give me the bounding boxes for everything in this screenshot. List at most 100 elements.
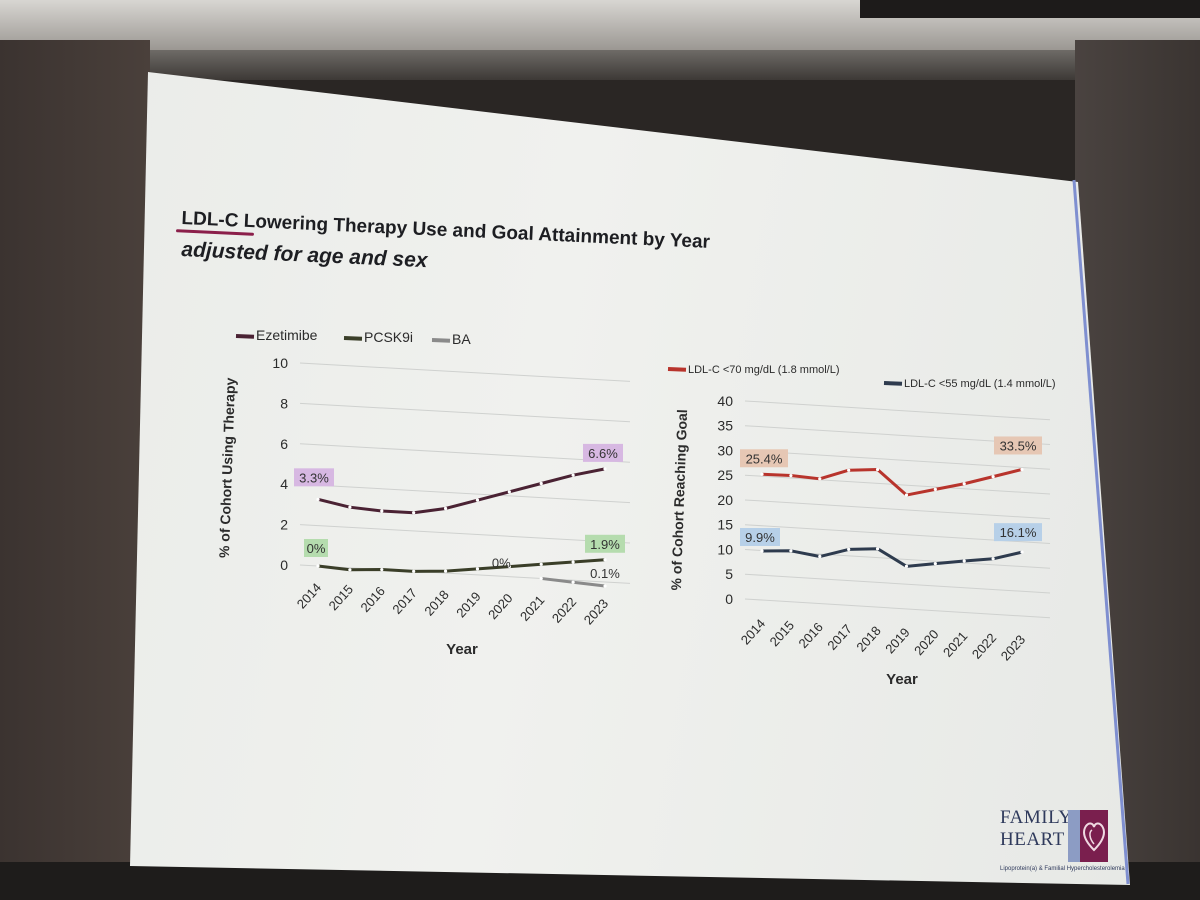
gridline xyxy=(299,443,631,463)
data-point xyxy=(603,467,607,471)
data-label: 1.9% xyxy=(590,537,620,552)
data-point xyxy=(571,473,575,477)
data-point xyxy=(348,505,352,509)
legend-swatch xyxy=(235,334,255,339)
data-label-box xyxy=(740,527,780,546)
logo-text-heart: HEART xyxy=(1000,829,1065,850)
y-tick-label: 25 xyxy=(717,467,733,483)
series-line-ldl-c-70-mg-dl-1-8-mmol-l- xyxy=(761,468,1023,497)
x-tick-label: 2014 xyxy=(738,616,768,648)
data-label-box xyxy=(583,443,623,462)
data-point xyxy=(412,511,416,515)
data-label-box xyxy=(585,534,625,553)
data-point xyxy=(933,487,937,491)
data-point xyxy=(443,569,448,573)
data-point xyxy=(571,560,575,564)
y-tick-label: 10 xyxy=(717,541,733,557)
series-line-pcsk9i xyxy=(317,558,606,573)
y-tick-label: 15 xyxy=(717,517,733,533)
x-tick-label: 2022 xyxy=(969,630,999,662)
y-tick-label: 0 xyxy=(280,557,288,573)
y-tick-label: 8 xyxy=(280,395,288,411)
screen-top-band xyxy=(140,50,1200,80)
series-line-ldl-c-55-mg-dl-1-4-mmol-l- xyxy=(761,547,1023,568)
legend-swatch xyxy=(667,367,687,372)
x-tick-label: 2017 xyxy=(824,621,854,653)
y-tick-label: 30 xyxy=(717,442,733,458)
data-point xyxy=(933,562,937,566)
data-label: 3.3% xyxy=(299,470,329,485)
data-point xyxy=(962,482,966,486)
y-tick-label: 40 xyxy=(717,393,733,409)
heart-icon xyxy=(1080,810,1108,862)
logo-band xyxy=(1068,810,1080,862)
y-tick-label: 10 xyxy=(272,355,288,371)
data-point xyxy=(1020,467,1024,472)
legend-label: LDL-C <55 mg/dL (1.4 mmol/L) xyxy=(904,378,1056,390)
x-tick-label: 2015 xyxy=(767,618,797,650)
data-point xyxy=(507,490,511,494)
x-tick-label: 2018 xyxy=(853,623,883,655)
data-label: 0% xyxy=(492,556,511,571)
data-point xyxy=(475,498,480,502)
x-tick-label: 2021 xyxy=(940,628,970,660)
data-point xyxy=(380,509,384,513)
data-label: 33.5% xyxy=(1000,438,1037,453)
data-point xyxy=(904,493,909,497)
y-tick-label: 0 xyxy=(725,591,733,607)
data-point xyxy=(539,481,543,486)
y-tick-label: 4 xyxy=(280,476,288,492)
data-point xyxy=(507,564,511,569)
data-point xyxy=(412,569,416,573)
legend-swatch xyxy=(431,338,451,343)
data-label-box xyxy=(740,449,788,468)
gridline xyxy=(299,402,631,423)
legend-swatch xyxy=(343,336,363,341)
logo-text-family: FAMILY xyxy=(1000,807,1073,828)
data-label: 6.6% xyxy=(588,446,618,461)
gridline xyxy=(744,598,1051,619)
data-point xyxy=(904,564,909,568)
x-axis-title: Year xyxy=(886,671,918,688)
data-label: 9.9% xyxy=(745,530,775,545)
data-point xyxy=(571,580,575,584)
legend-label: BA xyxy=(452,331,471,347)
legend-swatch xyxy=(883,381,903,386)
data-label: 16.1% xyxy=(1000,525,1037,540)
gridline xyxy=(744,474,1051,495)
gridline xyxy=(299,362,631,382)
data-point xyxy=(380,567,384,572)
data-point xyxy=(991,557,995,561)
data-point xyxy=(1020,550,1024,554)
data-label-box xyxy=(994,436,1042,455)
data-label: 0% xyxy=(307,541,326,556)
data-point xyxy=(991,475,995,479)
y-tick-label: 5 xyxy=(725,566,733,582)
data-point xyxy=(348,568,352,572)
gridline xyxy=(299,483,631,504)
data-point xyxy=(847,468,851,472)
y-tick-label: 2 xyxy=(280,517,288,533)
family-heart-logo: FAMILY HEART Lipoprotein(a) & Familial H… xyxy=(1000,807,1125,882)
legend-label: Ezetimibe xyxy=(256,327,318,343)
y-tick-label: 20 xyxy=(717,492,733,508)
data-point xyxy=(818,554,822,559)
series-line-ezetimibe xyxy=(317,467,606,515)
data-point xyxy=(760,549,764,553)
gridline xyxy=(744,400,1051,421)
ceiling-beam xyxy=(860,0,1200,18)
data-point xyxy=(875,467,880,472)
data-label-box xyxy=(294,468,334,487)
data-point xyxy=(539,562,543,566)
data-point xyxy=(818,477,822,481)
data-point xyxy=(443,506,448,511)
x-tick-label: 2023 xyxy=(998,632,1028,664)
gridline xyxy=(744,573,1051,594)
y-tick-label: 6 xyxy=(280,436,288,452)
y-axis-title: % of Cohort Reaching Goal xyxy=(668,409,690,591)
x-tick-label: 2016 xyxy=(796,620,826,652)
data-point xyxy=(789,549,793,553)
gridline xyxy=(744,499,1051,520)
data-point xyxy=(962,559,966,563)
